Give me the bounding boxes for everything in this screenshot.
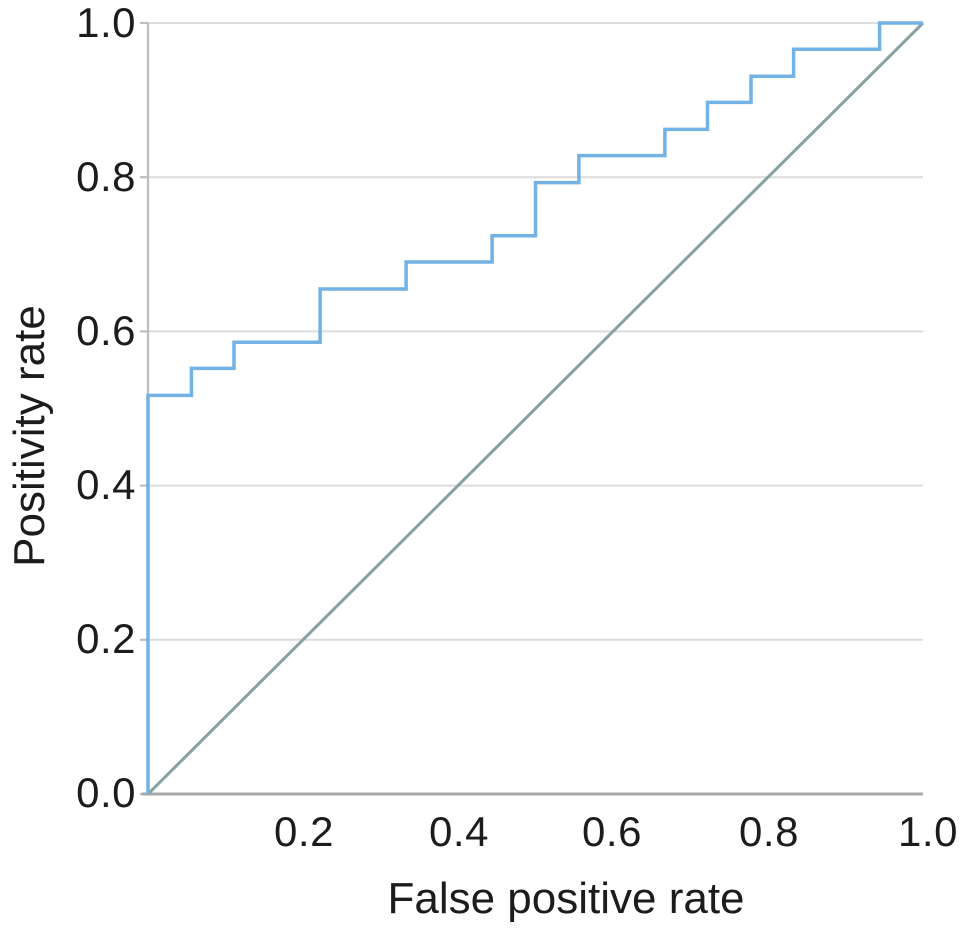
y-tick-label: 0.4: [76, 461, 136, 508]
x-tick-label: 1.0: [898, 808, 958, 855]
x-tick-label: 0.2: [274, 808, 334, 855]
y-axis-title: Positivity rate: [5, 305, 54, 567]
x-tick-label: 0.4: [429, 808, 489, 855]
chance-diagonal: [146, 21, 925, 796]
y-tick-label: 0.0: [76, 769, 136, 816]
x-axis-title: False positive rate: [387, 874, 745, 923]
y-tick-label: 0.8: [76, 153, 136, 200]
y-tick-label: 1.0: [76, 0, 136, 46]
x-tick-label: 0.8: [739, 808, 799, 855]
y-tick-label: 0.6: [76, 307, 136, 354]
x-tick-label: 0.6: [582, 808, 642, 855]
roc-curve: [146, 21, 923, 794]
y-tick-label: 0.2: [76, 615, 136, 662]
